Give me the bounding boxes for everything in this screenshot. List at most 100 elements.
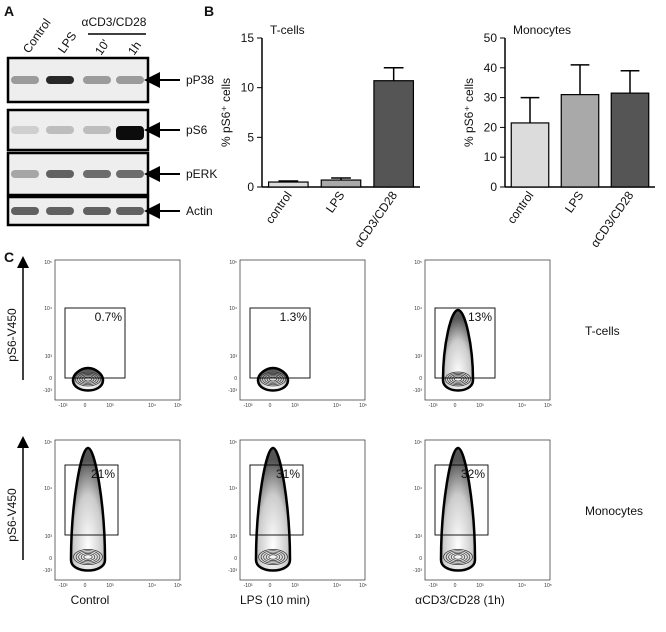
flow-y-tick: 10⁴ [44, 306, 52, 312]
chart-title: T-cells [270, 23, 305, 37]
flow-x-tick: 0 [269, 583, 272, 589]
density-contour [262, 372, 284, 386]
gate [434, 464, 489, 536]
flow-y-tick: -10³ [413, 388, 422, 394]
blot-band [83, 207, 111, 215]
x-tick-label: control [504, 189, 536, 227]
column-label: αCD3/CD28 (1h) [415, 593, 505, 607]
flow-y-tick: 0 [419, 376, 422, 382]
plot-frame [424, 259, 551, 401]
flow-x-tick: 10⁵ [544, 583, 552, 589]
flow-y-label: pS6-V450 [5, 308, 19, 362]
lane-label: Control [20, 16, 54, 56]
density-contour [78, 551, 98, 563]
x-tick-label: αCD3/CD28 [588, 188, 637, 250]
blot-band [83, 126, 111, 134]
y-tick-label: 30 [484, 91, 498, 105]
flow-x-tick: -10³ [59, 583, 68, 589]
flow-x-tick: 10⁵ [359, 583, 367, 589]
y-axis-label: % pS6⁺ cells [462, 78, 476, 147]
flow-x-tick: 0 [269, 403, 272, 409]
density-contour [443, 548, 473, 565]
flow-y-tick: 0 [234, 556, 237, 562]
gate-percent: 32% [461, 467, 485, 481]
flow-x-tick: 10³ [476, 403, 484, 409]
flow-x-tick: 10⁵ [544, 403, 552, 409]
blot-band [11, 170, 39, 178]
gate-percent: 0.7% [95, 310, 123, 324]
y-tick-label: 40 [484, 61, 498, 75]
flow-x-tick: 10³ [291, 403, 299, 409]
density-contour [83, 554, 93, 560]
flow-y-tick: -10³ [228, 568, 237, 574]
flow-y-tick: 10⁴ [229, 486, 237, 492]
density-contour [451, 375, 465, 383]
flow-x-tick: 10⁵ [174, 403, 182, 409]
flow-x-tick: -10³ [59, 403, 68, 409]
panel-label: C [4, 249, 14, 265]
blot-band [116, 76, 144, 84]
x-tick-label: αCD3/CD28 [351, 188, 400, 250]
gate-percent: 1.3% [280, 310, 308, 324]
flow-y-tick: 10³ [230, 354, 238, 360]
density-contour [265, 553, 281, 561]
x-tick-label: LPS [323, 189, 347, 216]
density-contour [450, 553, 466, 561]
density-contour [441, 308, 475, 392]
column-label: LPS (10 min) [240, 593, 310, 607]
flow-y-tick: 10⁵ [229, 260, 237, 266]
blot-band [116, 126, 144, 140]
flow-x-tick: -10³ [429, 403, 438, 409]
gate [64, 307, 126, 379]
y-tick-label: 10 [241, 81, 255, 95]
flow-x-tick: 0 [84, 583, 87, 589]
density-contour [254, 446, 292, 572]
density-contour [258, 548, 288, 565]
row-label: Monocytes [585, 504, 643, 518]
flow-y-tick: 10³ [230, 534, 238, 540]
bar [267, 181, 309, 188]
flow-x-tick: 10³ [291, 583, 299, 589]
flow-x-tick: 10⁴ [518, 403, 526, 409]
panel-label: B [204, 3, 214, 19]
density-contour [260, 550, 286, 564]
flow-y-tick: 10⁴ [44, 486, 52, 492]
flow-y-tick: 0 [49, 376, 52, 382]
flow-x-tick: 10³ [106, 403, 114, 409]
bar [373, 80, 415, 188]
flow-y-tick: 10⁵ [44, 260, 52, 266]
density-contour [73, 548, 103, 565]
flow-y-tick: 10⁵ [229, 440, 237, 446]
y-tick-label: 0 [490, 180, 497, 194]
gate [434, 307, 496, 379]
flow-y-tick: 10³ [415, 534, 423, 540]
flow-x-tick: 10³ [106, 583, 114, 589]
chart-title: Monocytes [513, 23, 571, 37]
density-contour [445, 550, 471, 564]
gate-percent: 21% [91, 467, 115, 481]
flow-y-tick: 10⁴ [229, 306, 237, 312]
flow-x-tick: 10⁴ [148, 583, 156, 589]
gate [249, 307, 311, 379]
flow-y-tick: 10⁴ [414, 306, 422, 312]
blot-band [46, 76, 74, 84]
blot-band [11, 207, 39, 215]
density-contour [77, 372, 99, 386]
density-contour [81, 375, 95, 383]
blot-band [46, 126, 74, 134]
lane-label: 10' [92, 37, 112, 58]
density-contour [69, 446, 107, 572]
flow-x-tick: 0 [454, 583, 457, 589]
flow-x-tick: 10⁴ [518, 583, 526, 589]
blot-band [116, 207, 144, 215]
bar [320, 179, 362, 188]
flow-x-tick: -10³ [429, 583, 438, 589]
density-contour [79, 374, 97, 384]
density-contour [268, 376, 278, 382]
bar [560, 94, 600, 188]
y-tick-label: 5 [247, 130, 254, 144]
density-contour [453, 554, 463, 560]
blot-band [46, 170, 74, 178]
density-contour [83, 376, 93, 382]
flow-y-tick: 0 [234, 376, 237, 382]
